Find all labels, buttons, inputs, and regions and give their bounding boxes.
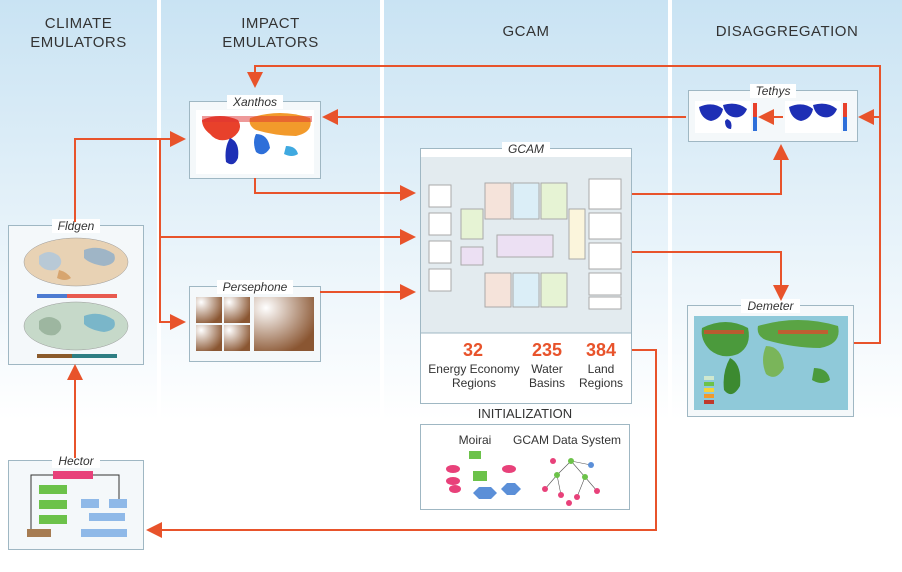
demeter-map (694, 316, 848, 410)
xanthos-box: Xanthos (189, 95, 321, 179)
stat-label-land: Land Regions (578, 362, 624, 390)
hector-diagram (27, 471, 127, 537)
hector-label: Hector (52, 454, 100, 468)
fldgen-label: Fldgen (51, 219, 101, 233)
persephone-box: Persephone (189, 280, 321, 362)
stat-number-energy: 32 (462, 340, 484, 360)
fldgen-box: Fldgen (8, 219, 144, 365)
stat-label-water: Water Basins (528, 362, 566, 390)
moirai-label: Moirai (458, 433, 492, 447)
gcam-label: GCAM (502, 142, 550, 156)
persephone-label: Persephone (216, 280, 294, 294)
xanthos-label: Xanthos (226, 95, 284, 109)
gcam-schematic (421, 157, 631, 334)
initialization-graphs (446, 451, 600, 506)
tethys-maps (695, 101, 847, 133)
climate-emulators-header: CLIMATE EMULATORS (30, 15, 127, 51)
initialization-box: Moirai GCAM Data System (420, 424, 630, 510)
gcam-box: GCAM (420, 142, 632, 404)
demeter-label: Demeter (741, 299, 800, 313)
hector-box: Hector (8, 454, 144, 550)
fldgen-maps (23, 237, 129, 358)
initialization-title: INITIALIZATION (477, 406, 573, 421)
gcam-header: GCAM (502, 23, 550, 40)
xanthos-map (196, 110, 314, 174)
stat-label-energy: Energy Economy Regions (428, 362, 520, 390)
demeter-box: Demeter (687, 299, 854, 417)
persephone-contours (196, 297, 314, 351)
gcam-data-system-label: GCAM Data System (512, 433, 622, 447)
stat-number-water: 235 (531, 340, 563, 360)
impact-emulators-header: IMPACT EMULATORS (222, 15, 319, 51)
disaggregation-header: DISAGGREGATION (715, 23, 859, 40)
tethys-label: Tethys (749, 84, 797, 98)
stat-number-land: 384 (585, 340, 617, 360)
